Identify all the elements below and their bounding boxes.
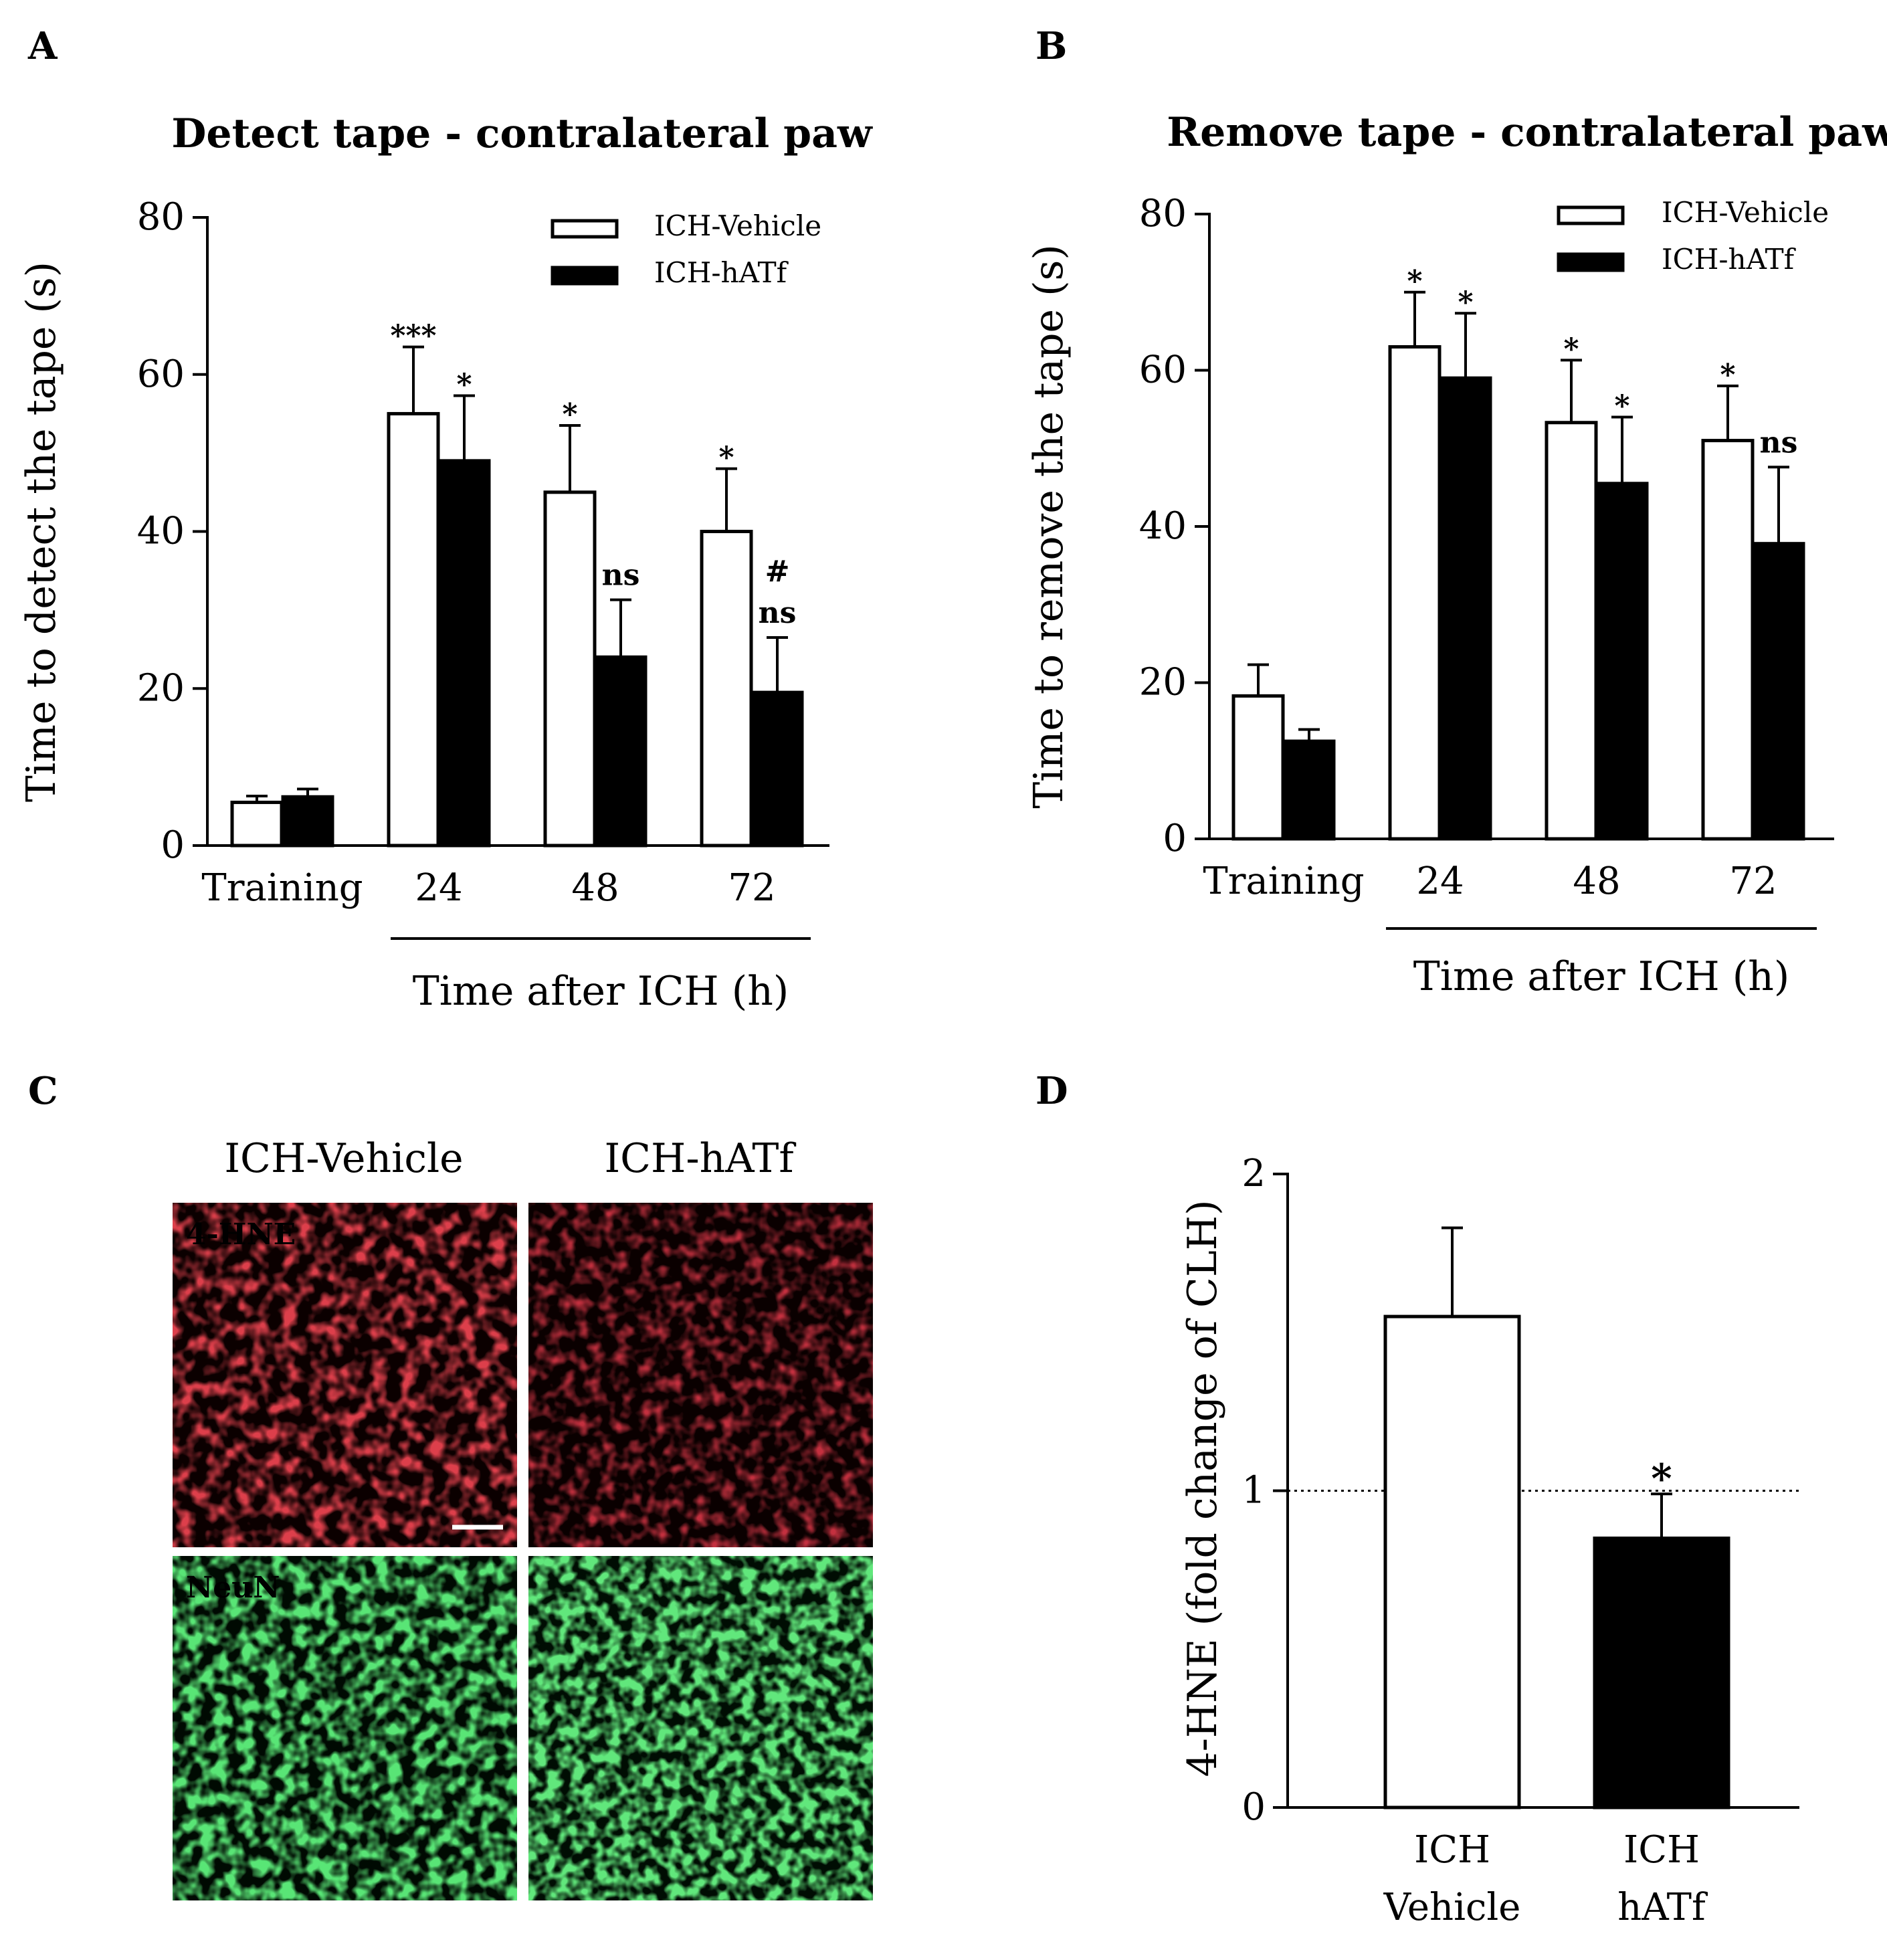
- x-tick-label-b-3-0: 72: [1729, 860, 1777, 903]
- panel-letter-a: A: [27, 24, 58, 68]
- bar-a-s0-c0: [230, 800, 284, 848]
- legend-swatch-b-ich-hatf: [1557, 252, 1625, 272]
- bar-a-s1-c0: [281, 795, 334, 848]
- y-tick-label-d-0: 0: [1242, 1785, 1266, 1829]
- bar-a-s0-c3: [700, 530, 753, 848]
- annotation-b-1-0: *: [1458, 285, 1473, 319]
- legend-label-b-ich-vehicle: ICH-Vehicle: [1662, 196, 1829, 229]
- bar-b-s1-c3: [1752, 542, 1805, 841]
- x-tick-label-a-1-0: 24: [415, 866, 462, 910]
- panel-letter-c: C: [28, 1069, 58, 1113]
- legend-swatch-a-ich-hatf: [551, 266, 619, 286]
- chart-title-a: Detect tape - contralateral paw: [171, 110, 873, 157]
- annotation-a-5-1: ns: [759, 596, 797, 630]
- y-axis-label-a: Time to detect the tape (s): [18, 262, 65, 802]
- bar-d-s0-c1: [1593, 1537, 1730, 1809]
- x-tick-label-d-1-1: hATf: [1617, 1886, 1708, 1929]
- row-label-neun: NeuN: [186, 1571, 280, 1605]
- bar-a-s1-c1: [437, 459, 491, 848]
- bar-a-s0-c1: [387, 411, 440, 848]
- chart-title-b: Remove tape - contralateral paw: [1167, 109, 1887, 156]
- y-tick-label-d-1: 1: [1242, 1469, 1266, 1512]
- annotation-b-3-0: *: [1614, 389, 1629, 423]
- y-tick-label-a-80: 80: [137, 195, 185, 239]
- annotation-d-0-0: *: [1651, 1456, 1672, 1502]
- x-tick-label-b-1-0: 24: [1416, 860, 1464, 903]
- chart-b: Remove tape - contralateral paw Time to r…: [1025, 109, 1887, 1000]
- bar-b-s0-c0: [1231, 694, 1285, 841]
- annotation-a-4-0: *: [718, 441, 734, 475]
- bar-b-s0-c2: [1545, 421, 1598, 841]
- y-tick-label-b-60: 60: [1139, 349, 1187, 392]
- annotation-a-0-0: ***: [390, 319, 436, 353]
- annotation-a-1-0: *: [456, 367, 472, 401]
- bar-a-s0-c2: [543, 490, 597, 848]
- bar-b-s1-c1: [1439, 376, 1492, 841]
- annotation-b-2-0: *: [1563, 332, 1579, 366]
- y-tick-label-a-40: 40: [137, 510, 185, 553]
- x-tick-label-d-0-0: ICH: [1414, 1828, 1490, 1872]
- y-tick-label-b-20: 20: [1139, 661, 1187, 704]
- x-tick-label-b-0-0: Training: [1203, 860, 1364, 903]
- annotation-a-5-0: #: [765, 555, 790, 589]
- legend-swatch-a-ich-vehicle: [551, 219, 619, 239]
- x-tick-label-d-0-1: Vehicle: [1383, 1886, 1521, 1929]
- bar-b-s1-c0: [1282, 739, 1336, 841]
- legend-label-b-ich-hatf: ICH-hATf: [1662, 243, 1797, 276]
- y-tick-label-a-60: 60: [137, 353, 185, 396]
- annotation-b-4-0: *: [1720, 358, 1735, 392]
- bar-a-s1-c2: [594, 655, 648, 848]
- panel-letter-d: D: [1035, 1069, 1068, 1113]
- y-axis-label-b: Time to remove the tape (s): [1025, 244, 1072, 809]
- y-tick-label-a-0: 0: [161, 823, 185, 867]
- micrograph-neun-vehicle: [173, 1556, 517, 1900]
- bar-d-s0-c0: [1383, 1314, 1521, 1809]
- legend-label-a-ich-vehicle: ICH-Vehicle: [654, 209, 821, 242]
- y-tick-label-b-40: 40: [1139, 504, 1187, 548]
- legend-label-a-ich-hatf: ICH-hATf: [654, 256, 789, 289]
- row-label-4hne: 4-HNE: [186, 1217, 296, 1252]
- micrograph-4hne-vehicle: [173, 1203, 517, 1547]
- chart-d: 4-HNE (fold change of CLH) 0 1 2 * ICH Vehicle…: [1179, 1152, 1799, 1929]
- micrograph-neun-hatf: [528, 1556, 873, 1900]
- micrograph-4hne-hatf: [528, 1203, 873, 1547]
- column-label-ich-vehicle: ICH-Vehicle: [224, 1135, 463, 1182]
- bar-b-s0-c3: [1701, 439, 1755, 841]
- y-tick-label-a-20: 20: [137, 666, 185, 710]
- x-tick-label-a-2-0: 48: [571, 866, 619, 910]
- bar-b-s1-c2: [1595, 482, 1649, 841]
- bar-b-s0-c1: [1388, 345, 1442, 841]
- x-axis-label-a: Time after ICH (h): [413, 968, 789, 1015]
- x-tick-label-b-2-0: 48: [1573, 860, 1620, 903]
- annotation-a-2-0: *: [562, 397, 577, 431]
- y-tick-label-d-2: 2: [1242, 1152, 1266, 1195]
- chart-a: Detect tape - contralateral paw Time to d…: [18, 110, 873, 1015]
- x-axis-label-b: Time after ICH (h): [1413, 953, 1790, 1000]
- bar-a-s1-c3: [751, 690, 804, 848]
- panel-letter-b: B: [1035, 24, 1067, 68]
- annotation-a-3-0: ns: [602, 559, 640, 593]
- y-axis-label-d: 4-HNE (fold change of CLH): [1179, 1199, 1226, 1777]
- annotation-b-0-0: *: [1407, 264, 1422, 298]
- x-tick-label-a-0-0: Training: [201, 866, 363, 910]
- x-tick-label-d-1-0: ICH: [1623, 1828, 1700, 1872]
- legend-swatch-b-ich-vehicle: [1557, 205, 1625, 225]
- annotation-b-5-0: ns: [1760, 425, 1798, 460]
- x-tick-label-a-3-0: 72: [728, 866, 775, 910]
- micrograph-panel: ICH-Vehicle ICH-hATf 4-HNE NeuN: [173, 1135, 873, 1900]
- y-tick-label-b-80: 80: [1139, 192, 1187, 235]
- column-label-ich-hatf: ICH-hATf: [604, 1135, 796, 1182]
- y-tick-label-b-0: 0: [1163, 817, 1187, 860]
